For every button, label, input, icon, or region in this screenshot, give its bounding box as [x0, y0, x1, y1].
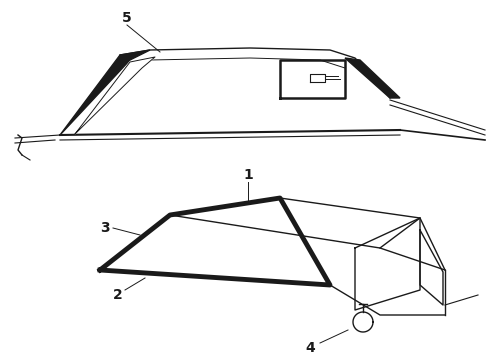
Text: 5: 5 [122, 11, 132, 25]
Polygon shape [60, 50, 150, 135]
Text: 4: 4 [305, 341, 315, 355]
Text: 2: 2 [113, 288, 123, 302]
Polygon shape [75, 57, 155, 134]
Text: 1: 1 [243, 168, 253, 182]
Text: 3: 3 [100, 221, 110, 235]
Polygon shape [345, 58, 400, 98]
